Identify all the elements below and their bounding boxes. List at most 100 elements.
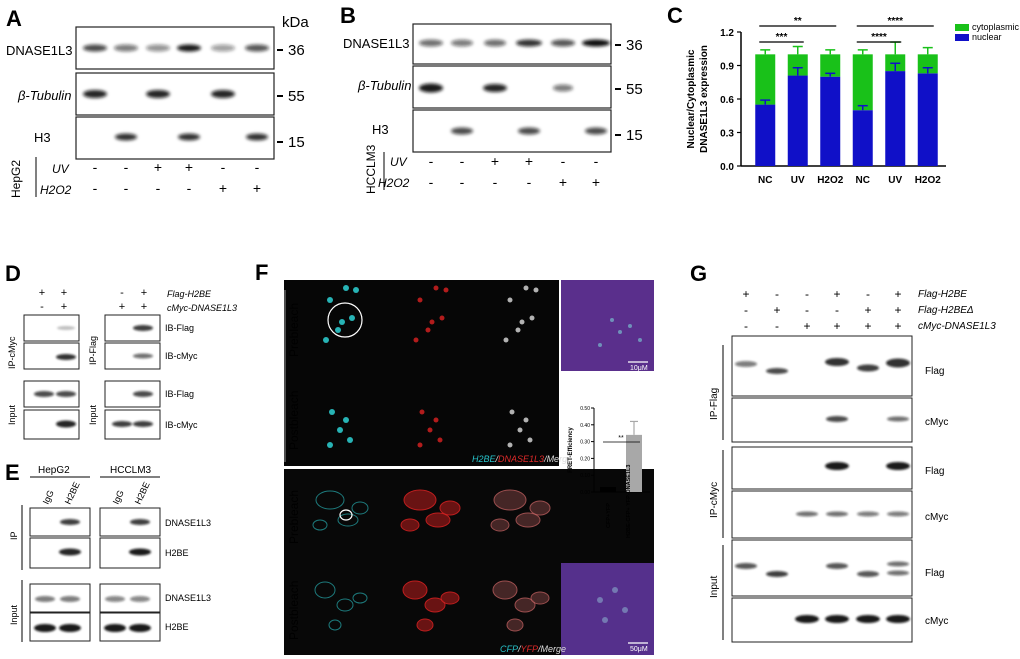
construct-sign: + xyxy=(141,301,147,313)
panel-e-letter: E xyxy=(5,460,20,485)
bar-nuclear xyxy=(755,104,776,166)
panel-g-top-label: Flag-H2BE xyxy=(918,289,967,300)
blot-band xyxy=(133,353,153,359)
cell-signal xyxy=(337,427,343,433)
panel-a-bands xyxy=(83,44,269,141)
fret-y-tick: 0.50 xyxy=(580,406,590,412)
construct-sign: - xyxy=(805,287,809,301)
construct-sign: - xyxy=(805,303,809,317)
treatment-sign: + xyxy=(185,159,193,175)
bar-cytoplasmic xyxy=(852,54,873,111)
construct-sign: - xyxy=(40,301,44,313)
blot-band xyxy=(735,563,757,569)
blot-band xyxy=(56,420,76,428)
panel-g-group: IP-cMyc xyxy=(709,482,720,518)
treatment-sign: - xyxy=(429,174,434,190)
bar-cytoplasmic xyxy=(917,54,938,74)
blot-band xyxy=(796,511,818,517)
panel-e-blot-label: H2BE xyxy=(165,548,189,558)
cell-signal xyxy=(443,287,449,293)
blot-band xyxy=(582,39,610,47)
construct-sign: + xyxy=(141,287,147,299)
treatment-sign: - xyxy=(594,153,599,169)
blot-band xyxy=(56,354,76,360)
cell-signal xyxy=(419,409,425,415)
cell-signal xyxy=(509,409,515,415)
construct-sign: - xyxy=(775,287,779,301)
microscopy-merge-top xyxy=(561,280,654,371)
construct-sign: - xyxy=(866,287,870,301)
blot-band xyxy=(857,364,879,372)
panel-e-group: IP xyxy=(9,531,19,540)
fret-bar-chart: 0.00 0.10 0.20 0.30 0.40 0.50 FRET-Efficiency C… xyxy=(568,406,650,538)
blot-band xyxy=(887,561,909,567)
blot-band xyxy=(83,90,107,98)
bar-nuclear xyxy=(917,73,938,166)
fret-x-label: CFP+YFP xyxy=(606,503,612,528)
cell-signal xyxy=(523,417,529,423)
fret-y-label: FRET-Efficiency xyxy=(568,427,574,473)
microscopy-merge-bottom xyxy=(561,563,654,655)
fret-x-label: H2BE-CFP+ YFP-DNASE1L3 xyxy=(626,465,632,538)
fret-y-tick: 0.30 xyxy=(580,440,590,446)
x-tick-label: UV xyxy=(791,175,805,186)
panel-g-top-label: Flag-H2BEΔ xyxy=(918,305,974,316)
legend-label: cytoplasmic xyxy=(972,22,1020,32)
treatment-sign: - xyxy=(561,153,566,169)
blot-band xyxy=(886,462,910,470)
cell-signal xyxy=(347,437,353,443)
treatment-sign: - xyxy=(429,153,434,169)
panel-e-lane: IgG xyxy=(41,488,56,505)
bar-nuclear xyxy=(852,110,873,166)
bar-nuclear xyxy=(820,76,841,166)
blot-band xyxy=(766,571,788,577)
cell-signal xyxy=(429,319,435,325)
panel-e-group: Input xyxy=(9,604,19,625)
blot-band xyxy=(57,326,75,330)
panel-a-blot xyxy=(75,26,275,70)
bleach-roi-circle xyxy=(339,509,353,521)
panel-g-group: IP-Flag xyxy=(709,388,720,420)
panel-b-treat: UV xyxy=(390,155,408,169)
x-tick-label: H2O2 xyxy=(817,175,844,186)
blot-band xyxy=(130,519,150,525)
panel-d-top-label: cMyc-DNASE1L3 xyxy=(167,303,237,313)
cell-signal xyxy=(507,442,513,448)
construct-sign: - xyxy=(744,319,748,333)
blot-band xyxy=(553,84,573,92)
construct-sign: + xyxy=(61,301,67,313)
treatment-sign: - xyxy=(93,159,98,175)
panel-f: F Prebleach Postbleach Prebleach Postble… xyxy=(255,260,654,655)
blot-band xyxy=(34,624,56,632)
treatment-sign: + xyxy=(154,159,162,175)
treatment-sign: + xyxy=(219,180,227,196)
cell-signal xyxy=(519,319,525,325)
panel-g-letter: G xyxy=(690,261,707,286)
construct-sign: + xyxy=(864,303,871,317)
blot-band xyxy=(60,596,80,602)
panel-g-blot-label: cMyc xyxy=(925,616,948,627)
significance-label: **** xyxy=(887,16,903,27)
cell-signal xyxy=(417,297,423,303)
blot-band xyxy=(825,358,849,366)
blot-band xyxy=(857,571,879,577)
blot-band xyxy=(516,39,542,47)
blot-band xyxy=(451,39,473,47)
blot-band xyxy=(105,596,125,602)
construct-sign: + xyxy=(119,301,125,313)
blot-band xyxy=(419,39,443,47)
blot-band xyxy=(133,421,153,427)
panel-b-bands xyxy=(419,39,610,135)
treatment-sign: + xyxy=(253,180,261,196)
legend-swatch xyxy=(955,24,969,31)
panel-g-blot-label: cMyc xyxy=(925,512,948,523)
blot-band xyxy=(826,511,848,517)
panel-b-row-label: H3 xyxy=(372,122,389,137)
y-tick-label: 1.2 xyxy=(720,28,734,39)
construct-sign: + xyxy=(39,287,45,299)
cell-signal xyxy=(353,287,359,293)
blot-band xyxy=(104,624,126,632)
blot-band xyxy=(826,563,848,569)
blot-band xyxy=(146,90,170,98)
panel-a-cell: HepG2 xyxy=(9,160,23,198)
